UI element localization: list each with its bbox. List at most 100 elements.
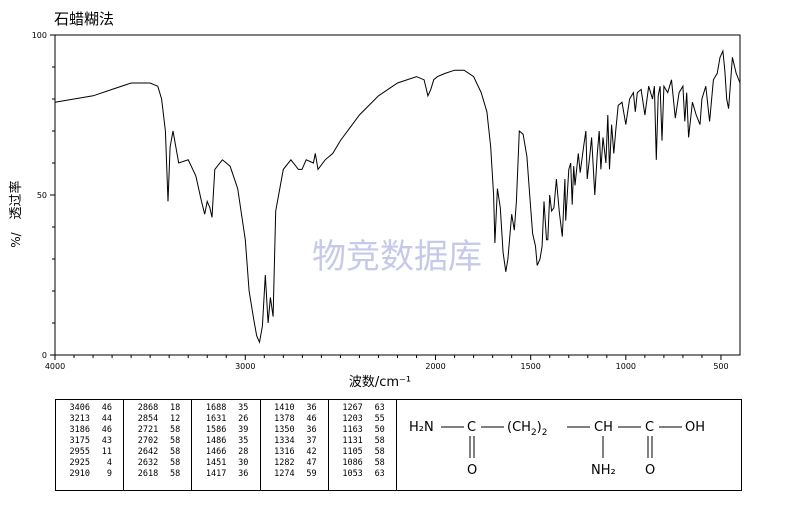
x-axis-label: 波数/cm⁻¹ [349,375,411,390]
peak-row: 1466 28 [192,447,259,458]
peak-wavenumber: 3186 [69,425,90,435]
peak-transmittance: 58 [169,425,181,435]
peak-transmittance: 11 [101,447,112,457]
peak-wavenumber: 2702 [137,436,159,446]
peak-row: 1631 26 [192,414,259,425]
peak-row: 3213 44 [56,414,123,425]
peak-row: 1451 30 [192,458,259,469]
peak-transmittance: 12 [169,414,181,424]
peak-transmittance: 55 [374,414,385,424]
peak-row: 2702 58 [124,436,191,447]
struct-h2n: H₂N [409,420,434,435]
x-tick-label: 1000 [616,362,636,371]
peak-transmittance: 46 [306,414,317,424]
y-axis: 0 50 100 [32,31,55,360]
peak-wavenumber: 1282 [274,458,295,468]
peak-row: 2910 9 [56,469,123,480]
series-line [54,49,741,344]
peak-row: 1586 39 [192,425,259,436]
x-axis: 4000 3000 2000 1500 1000 500 [45,355,729,371]
peak-transmittance: 58 [169,458,181,468]
peak-row: 1274 59 [261,469,328,480]
peak-row: 1203 55 [329,414,396,425]
y-axis-unit: %/ [9,231,23,247]
struct-chain: (CH2)2 [507,420,547,438]
peak-transmittance: 9 [106,469,112,479]
peak-transmittance: 36 [306,425,317,435]
peak-row: 1334 37 [261,436,328,447]
peak-row: 1486 35 [192,436,259,447]
peak-row: 1688 35 [192,403,259,414]
peak-transmittance: 46 [101,425,112,435]
peak-transmittance: 18 [169,403,181,413]
x-tick-label: 3000 [235,362,255,371]
peak-wavenumber: 1378 [274,414,295,424]
peak-transmittance: 39 [238,425,249,435]
peak-row: 1086 58 [329,458,396,469]
peak-row: 2955 11 [56,447,123,458]
peak-row: 3406 46 [56,403,123,414]
peak-column: 3406 46 3213 44 3186 46 3175 43 2955 11 2925 4 2910 9 [56,400,125,490]
peak-wavenumber: 1466 [205,447,227,457]
x-tick-label: 500 [713,362,728,371]
peak-wavenumber: 3213 [69,414,90,424]
peak-wavenumber: 1274 [274,469,295,479]
struct-ch: CH [594,420,613,435]
peak-transmittance: 63 [374,403,385,413]
peak-row: 1053 63 [329,469,396,480]
structure-panel: H₂N C (CH2)2 CH C OH O NH₂ O [397,399,742,491]
y-axis-label: 透过率 [8,180,24,219]
peak-column: 1410 36 1378 46 1350 36 1334 37 1316 42 1282 47 1274… [261,400,329,490]
peak-transmittance: 59 [306,469,317,479]
peak-wavenumber: 2721 [137,425,159,435]
peak-transmittance: 58 [169,436,181,446]
peak-row: 1378 46 [261,414,328,425]
watermark: 物竞数据库 [312,237,482,277]
peak-row: 1350 36 [261,425,328,436]
y-tick-label: 50 [37,191,47,200]
peak-transmittance: 26 [238,414,249,424]
peak-wavenumber: 2925 [69,458,90,468]
peak-transmittance: 58 [169,447,181,457]
peak-transmittance: 30 [238,458,249,468]
struct-o2: O [645,463,655,478]
peak-transmittance: 58 [374,447,385,457]
peak-wavenumber: 2632 [137,458,159,468]
peak-transmittance: 58 [374,436,385,446]
peak-column: 2868 18 2854 12 2721 58 2702 58 2642 58 2632 58 2618… [124,400,193,490]
peak-row: 3186 46 [56,425,123,436]
peak-wavenumber: 1163 [342,425,363,435]
peak-transmittance: 36 [238,469,249,479]
peak-table: 3406 46 3213 44 3186 46 3175 43 2955 11 2925 4 2910 9… [55,399,397,491]
peak-transmittance: 36 [306,403,317,413]
peak-transmittance: 42 [306,447,317,457]
peak-row: 2721 58 [124,425,191,436]
peak-transmittance: 4 [106,458,112,468]
peak-wavenumber: 2642 [137,447,159,457]
peak-wavenumber: 1417 [205,469,227,479]
x-tick-label: 4000 [45,362,65,371]
peak-row: 1417 36 [192,469,259,480]
peak-transmittance: 28 [238,447,249,457]
peak-wavenumber: 1267 [342,403,363,413]
structure-diagram: H₂N C (CH2)2 CH C OH O NH₂ O [409,420,705,478]
peak-transmittance: 44 [101,414,112,424]
x-tick-label: 1500 [521,362,541,371]
peak-column: 1688 35 1631 26 1586 39 1486 35 1466 28 1451 30 1417… [192,400,261,490]
peak-wavenumber: 1105 [342,447,363,457]
peak-wavenumber: 1131 [342,436,363,446]
y-tick-label: 0 [42,351,47,360]
struct-oh: OH [685,420,705,435]
peak-row: 2925 4 [56,458,123,469]
peak-transmittance: 58 [374,458,385,468]
peak-wavenumber: 1203 [342,414,363,424]
x-tick-label: 2000 [425,362,445,371]
peak-transmittance: 35 [238,403,249,413]
peak-wavenumber: 2868 [137,403,159,413]
peak-row: 2618 58 [124,469,191,480]
peak-wavenumber: 1631 [205,414,227,424]
peak-transmittance: 63 [374,469,385,479]
peak-wavenumber: 2618 [137,469,159,479]
peak-row: 1316 42 [261,447,328,458]
peak-transmittance: 43 [101,436,112,446]
